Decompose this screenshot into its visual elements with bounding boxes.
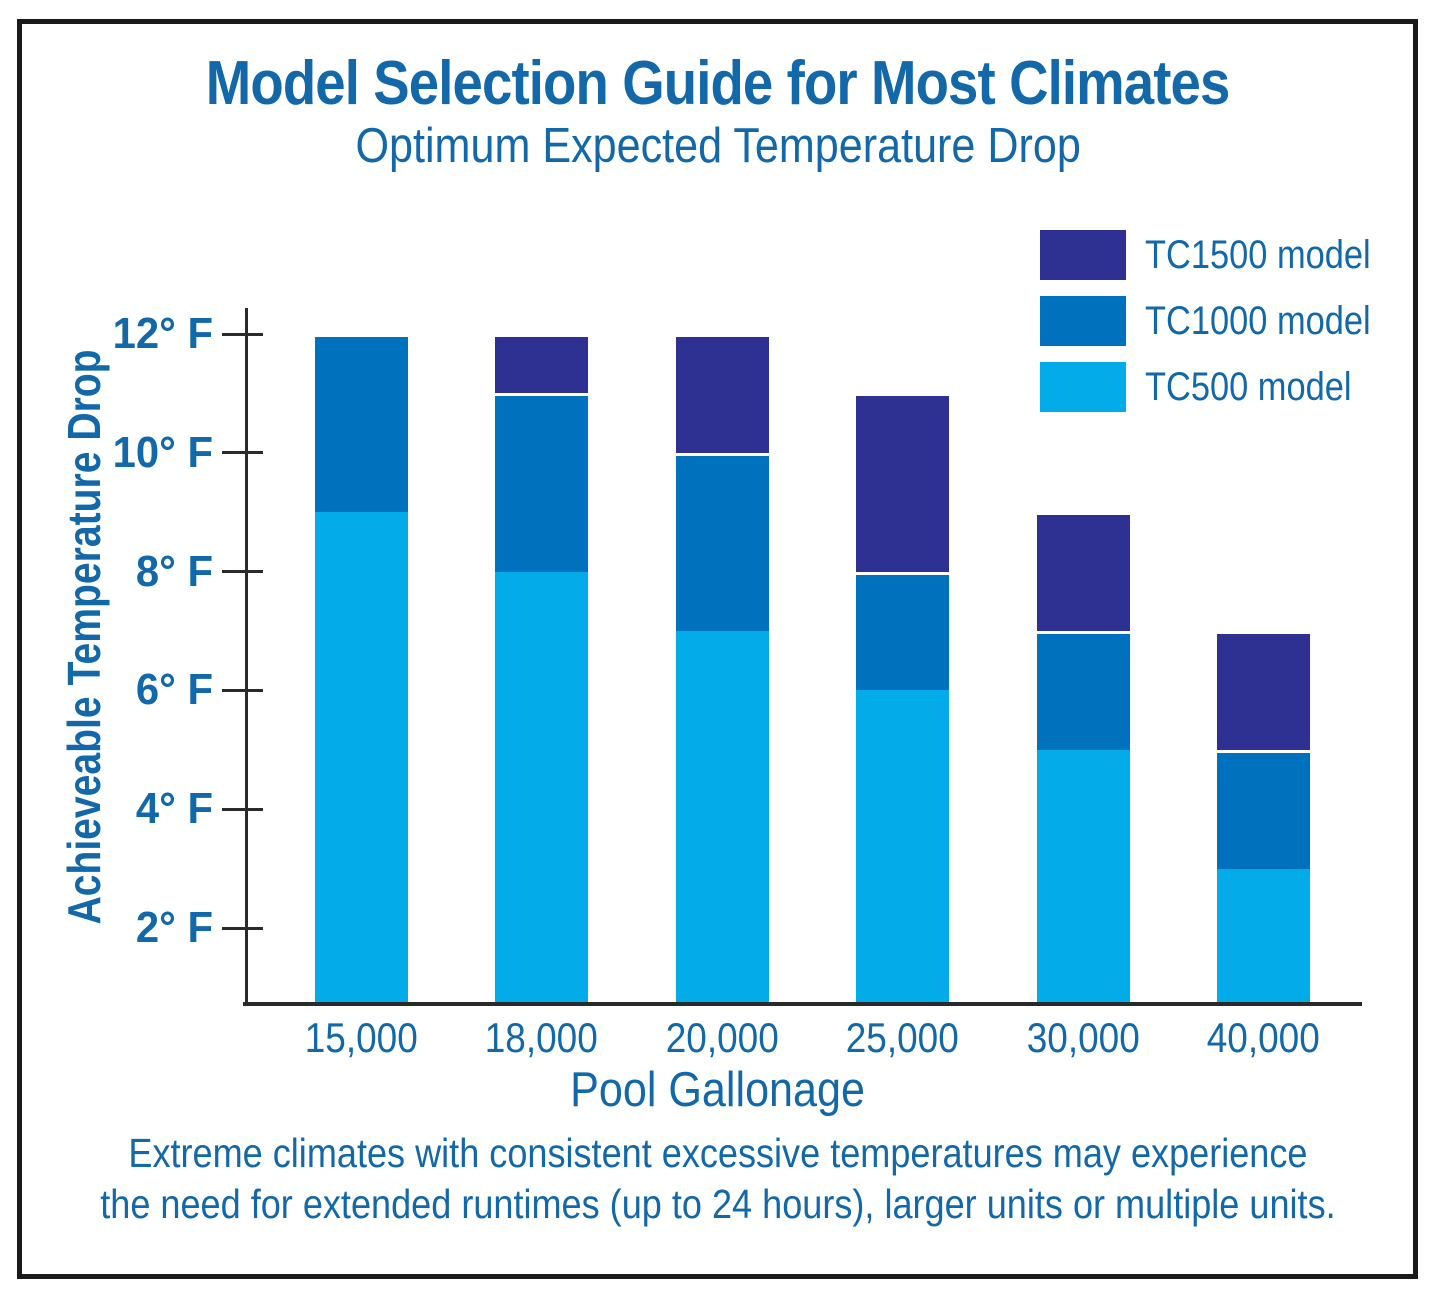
bar-segment-30000-tc1500 — [1036, 512, 1130, 631]
y-tick-label: 4° F — [135, 784, 213, 834]
legend-label-tc500: TC500 model — [1145, 365, 1352, 409]
footnote: Extreme climates with consistent excessi… — [0, 1128, 1436, 1230]
x-category-label: 30,000 — [993, 1014, 1173, 1062]
bar-segment-15000-tc500 — [314, 512, 408, 1002]
bar-segment-25000-tc1000 — [856, 571, 949, 691]
bar-segment-40000-tc1500 — [1217, 631, 1310, 750]
y-axis-tick — [222, 926, 263, 930]
y-axis-tick — [222, 570, 263, 574]
bar-segment-40000-tc1000 — [1217, 749, 1310, 869]
x-axis-title-row: Pool Gallonage — [0, 1062, 1436, 1118]
bar-segment-15000-tc1000 — [314, 334, 408, 513]
footnote-line1: Extreme climates with consistent excessi… — [128, 1130, 1308, 1176]
bar-segment-20000-tc1000 — [675, 452, 769, 631]
y-axis-tick — [222, 332, 263, 336]
y-tick-label: 12° F — [112, 309, 213, 358]
x-category-label-text: 18,000 — [484, 1014, 599, 1061]
x-category-label: 15,000 — [271, 1014, 451, 1062]
bar-segment-18000-tc1000 — [495, 393, 588, 572]
page-title-row: Model Selection Guide for Most Climates — [0, 48, 1436, 119]
legend-swatch-tc1000 — [1040, 296, 1126, 346]
bar-segment-20000-tc1500 — [675, 334, 769, 453]
y-tick-label: 6° F — [135, 665, 213, 715]
legend-swatch-tc500 — [1040, 362, 1126, 412]
bar-segment-18000-tc500 — [495, 571, 588, 1002]
legend-label-tc1500: TC1500 model — [1145, 233, 1371, 277]
footnote-line2: the need for extended runtimes (up to 24… — [100, 1181, 1336, 1227]
bar-segment-40000-tc500 — [1217, 868, 1310, 1002]
x-category-label-text: 30,000 — [1026, 1014, 1140, 1061]
bar-segment-18000-tc1500 — [495, 334, 588, 394]
y-axis-tick — [222, 807, 263, 811]
y-axis-title: Achieveable Temperature Drop — [58, 349, 110, 925]
bar-segment-20000-tc500 — [675, 631, 769, 1002]
x-category-label: 20,000 — [632, 1014, 812, 1062]
y-tick-label: 10° F — [112, 427, 213, 477]
x-category-label-text: 25,000 — [845, 1014, 960, 1061]
bar-segment-30000-tc500 — [1036, 749, 1130, 1002]
legend-label-tc1000: TC1000 model — [1145, 299, 1371, 343]
bar-segment-25000-tc1500 — [856, 393, 949, 572]
legend-swatch-tc1500 — [1040, 230, 1126, 280]
x-category-label: 25,000 — [813, 1014, 993, 1062]
x-category-label-text: 20,000 — [665, 1014, 779, 1061]
x-category-label-text: 40,000 — [1206, 1014, 1321, 1061]
x-axis-line — [243, 1002, 1362, 1006]
chart-subtitle: Optimum Expected Temperature Drop — [355, 119, 1081, 173]
x-category-label-text: 15,000 — [304, 1014, 418, 1061]
y-axis-tick — [222, 688, 263, 692]
chart-title: Model Selection Guide for Most Climates — [206, 49, 1231, 118]
y-axis-line — [245, 308, 248, 1006]
y-tick-label: 2° F — [135, 903, 213, 952]
x-axis-title: Pool Gallonage — [570, 1063, 866, 1117]
y-axis-tick — [222, 451, 263, 455]
x-category-label: 18,000 — [452, 1014, 632, 1062]
page-subtitle-row: Optimum Expected Temperature Drop — [0, 118, 1436, 174]
bar-segment-30000-tc1000 — [1036, 631, 1130, 750]
x-category-label: 40,000 — [1174, 1014, 1354, 1062]
bar-segment-25000-tc500 — [856, 690, 949, 1002]
y-tick-label: 8° F — [135, 546, 213, 596]
